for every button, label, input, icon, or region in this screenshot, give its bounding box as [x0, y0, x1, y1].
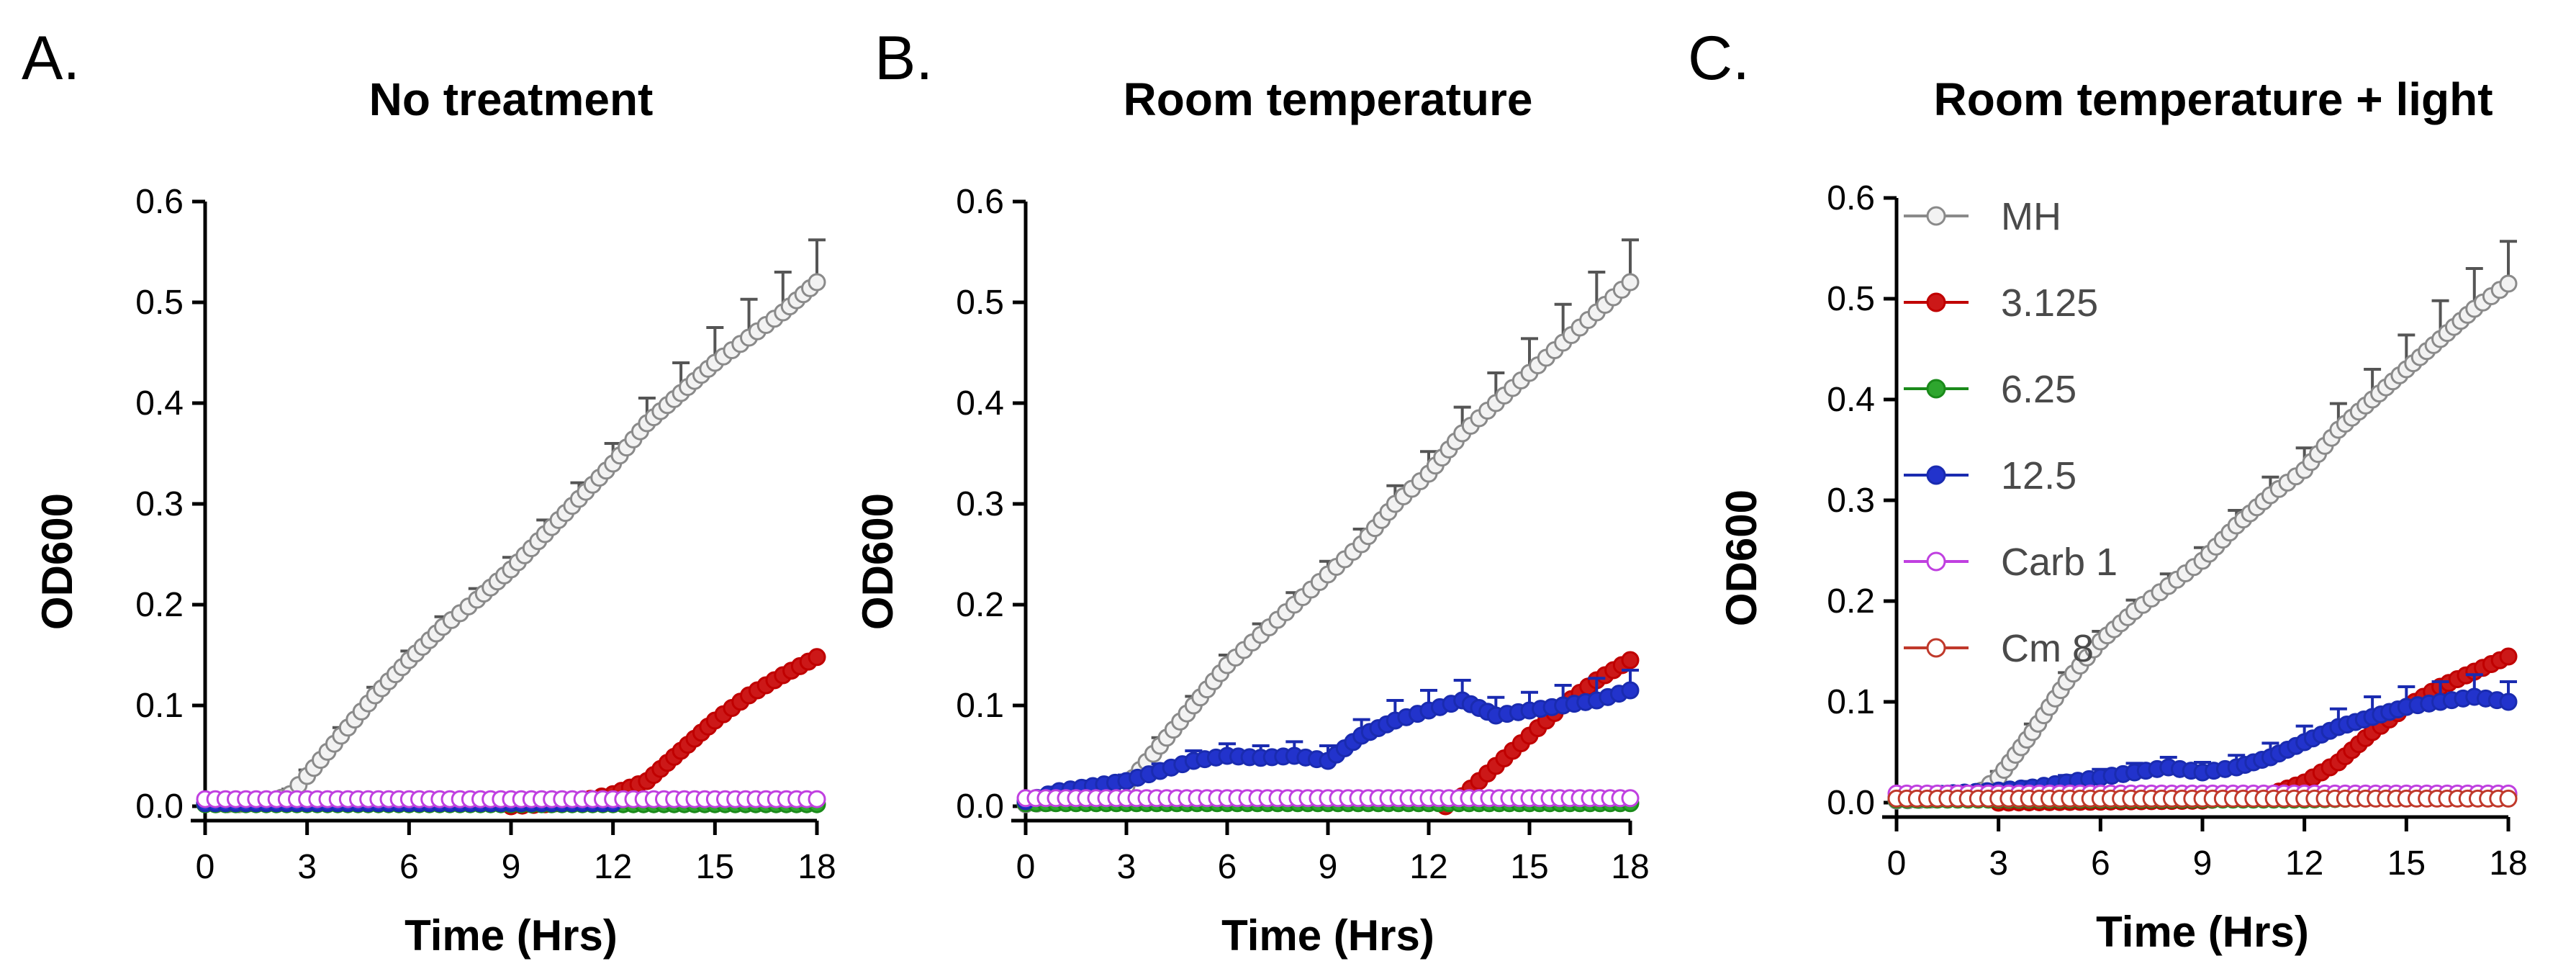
x-tick-label: 12 — [594, 848, 632, 886]
legend-label: Cm 8 — [2001, 627, 2094, 670]
y-axis-label: OD600 — [854, 493, 902, 630]
chart-title: Room temperature + light — [1934, 73, 2493, 125]
data-point — [808, 648, 826, 667]
legend-item: 3.125 — [1904, 281, 2098, 325]
data-point — [1621, 789, 1640, 808]
x-tick-label: 18 — [1611, 848, 1649, 886]
legend-marker — [1926, 206, 1946, 226]
series-mh — [196, 238, 826, 813]
chart-panel-1: A. No treatment 0.0 0.1 0.2 0.3 0.4 0.5 0.6 0 3 6 9 1… — [22, 24, 836, 960]
legend-marker — [1926, 379, 1946, 399]
x-tick-label: 3 — [297, 848, 317, 886]
series-carb-1 — [196, 790, 826, 808]
legend-label: 12.5 — [2001, 454, 2076, 497]
legend-label: 6.25 — [2001, 368, 2076, 411]
data-point — [1621, 273, 1640, 292]
chart-title: Room temperature — [1124, 73, 1533, 125]
y-tick-label: 0.4 — [1827, 381, 1875, 419]
y-tick-label: 0.0 — [135, 788, 184, 826]
y-tick-label: 0.4 — [956, 384, 1004, 423]
data-point — [2499, 274, 2518, 293]
y-tick-label: 0.0 — [956, 788, 1004, 826]
panel-letter: B. — [875, 24, 933, 93]
y-tick-label: 0.0 — [1827, 784, 1875, 822]
chart-title: No treatment — [369, 73, 654, 125]
x-tick-label: 18 — [797, 848, 836, 886]
y-tick-label: 0.1 — [956, 687, 1004, 725]
legend-item: MH — [1904, 195, 2061, 238]
data-point — [2499, 789, 2518, 808]
x-tick-label: 15 — [696, 848, 734, 886]
x-tick-label: 0 — [196, 848, 215, 886]
chart-panel-2: B. Room temperature 0.0 0.1 0.2 0.3 0.4 0.5 0.6 0… — [854, 24, 1650, 960]
x-axis-label: Time (Hrs) — [1221, 911, 1434, 960]
y-tick-label: 0.5 — [956, 284, 1004, 322]
y-tick-label: 0.5 — [1827, 280, 1875, 318]
y-tick-label: 0.6 — [956, 183, 1004, 221]
y-axis-label: OD600 — [33, 493, 81, 630]
y-tick-label: 0.2 — [956, 586, 1004, 624]
y-tick-label: 0.1 — [135, 687, 184, 725]
series-12-5 — [1016, 669, 1640, 811]
y-tick-label: 0.4 — [135, 384, 184, 423]
legend-marker — [1926, 551, 1946, 572]
y-tick-label: 0.2 — [135, 586, 184, 624]
x-axis-label: Time (Hrs) — [405, 911, 618, 960]
legend-item: 6.25 — [1904, 368, 2076, 411]
x-axis-label: Time (Hrs) — [2096, 908, 2309, 956]
series-3-125 — [502, 648, 826, 816]
legend-item: Cm 8 — [1904, 627, 2094, 670]
legend-label: MH — [2001, 195, 2061, 238]
x-tick-label: 3 — [1989, 844, 2008, 883]
x-tick-label: 12 — [1409, 848, 1447, 886]
data-point — [808, 273, 826, 292]
x-tick-label: 9 — [2193, 844, 2213, 883]
x-tick-label: 6 — [1218, 848, 1237, 886]
chart-panel-3: C. Room temperature + light 0.0 0.1 0.2 0.3 0.… — [1688, 24, 2528, 956]
legend: MH 3.125 6.25 12.5 Carb 1 Cm 8 — [1904, 195, 2118, 670]
x-tick-label: 9 — [1319, 848, 1338, 886]
series-carb-1 — [1016, 789, 1640, 808]
data-point — [1621, 681, 1640, 700]
y-tick-label: 0.3 — [1827, 482, 1875, 520]
legend-marker — [1926, 292, 1946, 312]
x-tick-label: 0 — [1887, 844, 1907, 883]
series-cm-8 — [1887, 789, 2518, 808]
y-tick-label: 0.3 — [956, 485, 1004, 523]
legend-item: Carb 1 — [1904, 541, 2118, 584]
y-tick-label: 0.5 — [135, 284, 184, 322]
legend-item: 12.5 — [1904, 454, 2076, 497]
x-tick-label: 9 — [502, 848, 521, 886]
data-point — [1621, 651, 1640, 669]
y-tick-label: 0.2 — [1827, 582, 1875, 621]
series-mh — [1887, 240, 2518, 810]
legend-marker — [1926, 465, 1946, 485]
data-point — [2499, 692, 2518, 711]
x-tick-label: 12 — [2285, 844, 2323, 883]
x-tick-label: 15 — [2387, 844, 2426, 883]
x-tick-label: 3 — [1117, 848, 1136, 886]
panel-letter: C. — [1688, 24, 1750, 93]
y-axis-label: OD600 — [1717, 490, 1766, 626]
panel-letter: A. — [22, 24, 80, 93]
y-tick-label: 0.1 — [1827, 683, 1875, 721]
y-tick-label: 0.6 — [1827, 179, 1875, 217]
legend-label: 3.125 — [2001, 281, 2098, 325]
x-tick-label: 6 — [399, 848, 419, 886]
x-tick-label: 0 — [1016, 848, 1036, 886]
legend-marker — [1926, 638, 1946, 658]
data-point — [2499, 647, 2518, 666]
x-tick-label: 15 — [1510, 848, 1548, 886]
y-tick-label: 0.3 — [135, 485, 184, 523]
y-tick-label: 0.6 — [135, 183, 184, 221]
legend-label: Carb 1 — [2001, 541, 2118, 584]
data-point — [808, 790, 826, 808]
x-tick-label: 6 — [2091, 844, 2110, 883]
x-tick-label: 18 — [2489, 844, 2527, 883]
